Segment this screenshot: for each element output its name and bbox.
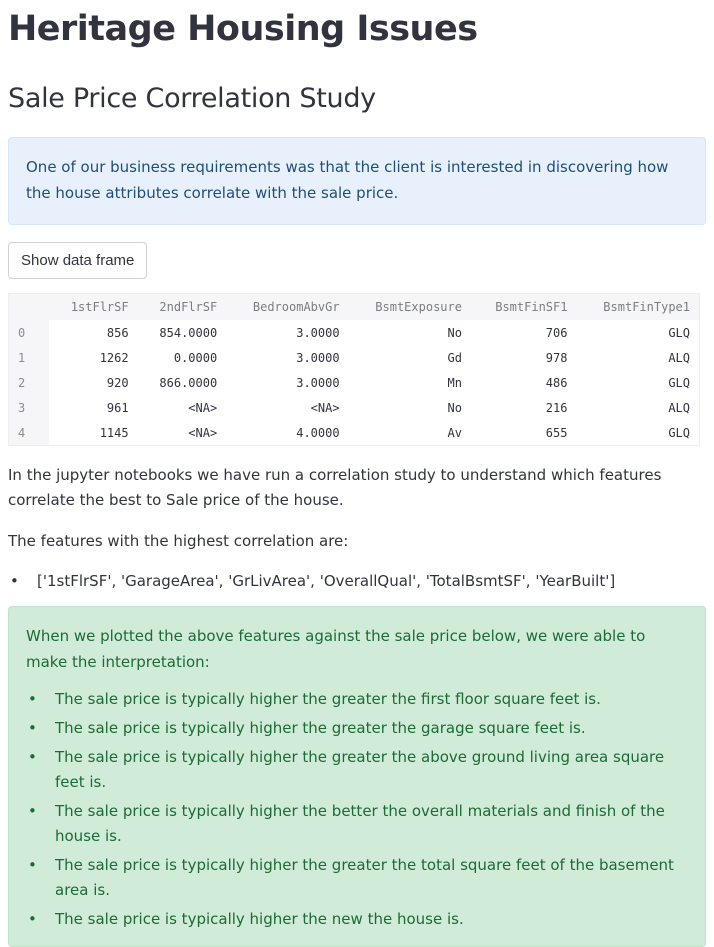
row-index: 2	[8, 370, 49, 395]
table-cell: 856	[106, 325, 129, 340]
section-subtitle: Sale Price Correlation Study	[8, 83, 376, 114]
table-cell: ALQ	[668, 400, 690, 415]
table-cell: Mn	[447, 375, 462, 390]
features-list: ['1stFlrSF', 'GarageArea', 'GrLivArea', …	[8, 571, 706, 591]
table-cell: 3.0000	[296, 350, 340, 365]
table-cell: Av	[447, 425, 462, 440]
table-cell: 3.0000	[296, 375, 340, 390]
table-header-cell[interactable]: BsmtFinSF1	[470, 293, 577, 320]
list-item: The sale price is typically higher the b…	[26, 799, 689, 849]
table-cell: 655	[545, 425, 568, 440]
table-cell: 486	[545, 375, 568, 390]
table-row: 1 1262 0.0000 3.0000 Gd 978 ALQ	[8, 345, 700, 370]
table-cell: 216	[545, 400, 568, 415]
table-header-cell[interactable]: BsmtFinType1	[576, 293, 700, 320]
table-cell: 0.0000	[173, 350, 218, 365]
table-header-cell	[8, 293, 49, 320]
table-cell: GLQ	[668, 425, 690, 440]
interpretation-callout: When we plotted the above features again…	[8, 606, 706, 947]
table-cell: 920	[106, 375, 129, 390]
list-item: The sale price is typically higher the g…	[26, 687, 689, 712]
table-cell: No	[447, 400, 462, 415]
table-cell: 978	[545, 350, 568, 365]
show-data-frame-button[interactable]: Show data frame	[8, 242, 148, 279]
table-header-cell[interactable]: 1stFlrSF	[49, 293, 138, 320]
row-index: 1	[8, 345, 49, 370]
table-row: 2 920 866.0000 3.0000 Mn 486 GLQ	[8, 370, 700, 395]
info-text: One of our business requirements was tha…	[26, 158, 669, 202]
interpretation-list: The sale price is typically higher the g…	[26, 687, 689, 932]
table-cell: Gd	[447, 350, 462, 365]
table-cell: GLQ	[668, 325, 690, 340]
list-item: The sale price is typically higher the g…	[26, 853, 689, 903]
list-item: The sale price is typically higher the g…	[26, 745, 689, 795]
row-index: 3	[8, 395, 49, 420]
table-cell: 1145	[99, 425, 129, 440]
table-header-row: 1stFlrSF 2ndFlrSF BedroomAbvGr BsmtExpos…	[8, 293, 700, 320]
table-header-cell[interactable]: 2ndFlrSF	[137, 293, 227, 320]
table-cell: 3.0000	[296, 325, 340, 340]
table-cell: <NA>	[188, 400, 218, 415]
list-item: The sale price is typically higher the g…	[26, 716, 689, 741]
table-cell: 961	[106, 400, 129, 415]
list-item: ['1stFlrSF', 'GarageArea', 'GrLivArea', …	[8, 571, 706, 591]
table-cell: GLQ	[668, 375, 690, 390]
table-row: 3 961 <NA> <NA> No 216 ALQ	[8, 395, 700, 420]
table-header-cell[interactable]: BedroomAbvGr	[226, 293, 349, 320]
row-index: 4	[8, 420, 49, 446]
table-cell: No	[447, 325, 462, 340]
table-cell: 854.0000	[159, 325, 218, 340]
table-cell: 866.0000	[159, 375, 218, 390]
table-cell: 4.0000	[296, 425, 340, 440]
table-cell: 1262	[99, 350, 129, 365]
table-cell: ALQ	[668, 350, 690, 365]
row-index: 0	[8, 320, 49, 345]
page-title: Heritage Housing Issues	[8, 9, 478, 49]
table-header-cell[interactable]: BsmtExposure	[348, 293, 471, 320]
table-cell: <NA>	[310, 400, 340, 415]
table-cell: <NA>	[188, 425, 218, 440]
interpretation-intro: When we plotted the above features again…	[26, 627, 646, 671]
info-callout: One of our business requirements was tha…	[8, 137, 706, 225]
data-frame-table[interactable]: 1stFlrSF 2ndFlrSF BedroomAbvGr BsmtExpos…	[8, 293, 700, 446]
list-item: The sale price is typically higher the n…	[26, 907, 689, 932]
table-row: 0 856 854.0000 3.0000 No 706 GLQ	[8, 320, 700, 345]
table-row: 4 1145 <NA> 4.0000 Av 655 GLQ	[8, 420, 700, 446]
highest-correlation-paragraph: The features with the highest correlatio…	[8, 532, 349, 550]
correlation-paragraph: In the jupyter notebooks we have run a c…	[8, 466, 662, 509]
table-cell: 706	[545, 325, 568, 340]
